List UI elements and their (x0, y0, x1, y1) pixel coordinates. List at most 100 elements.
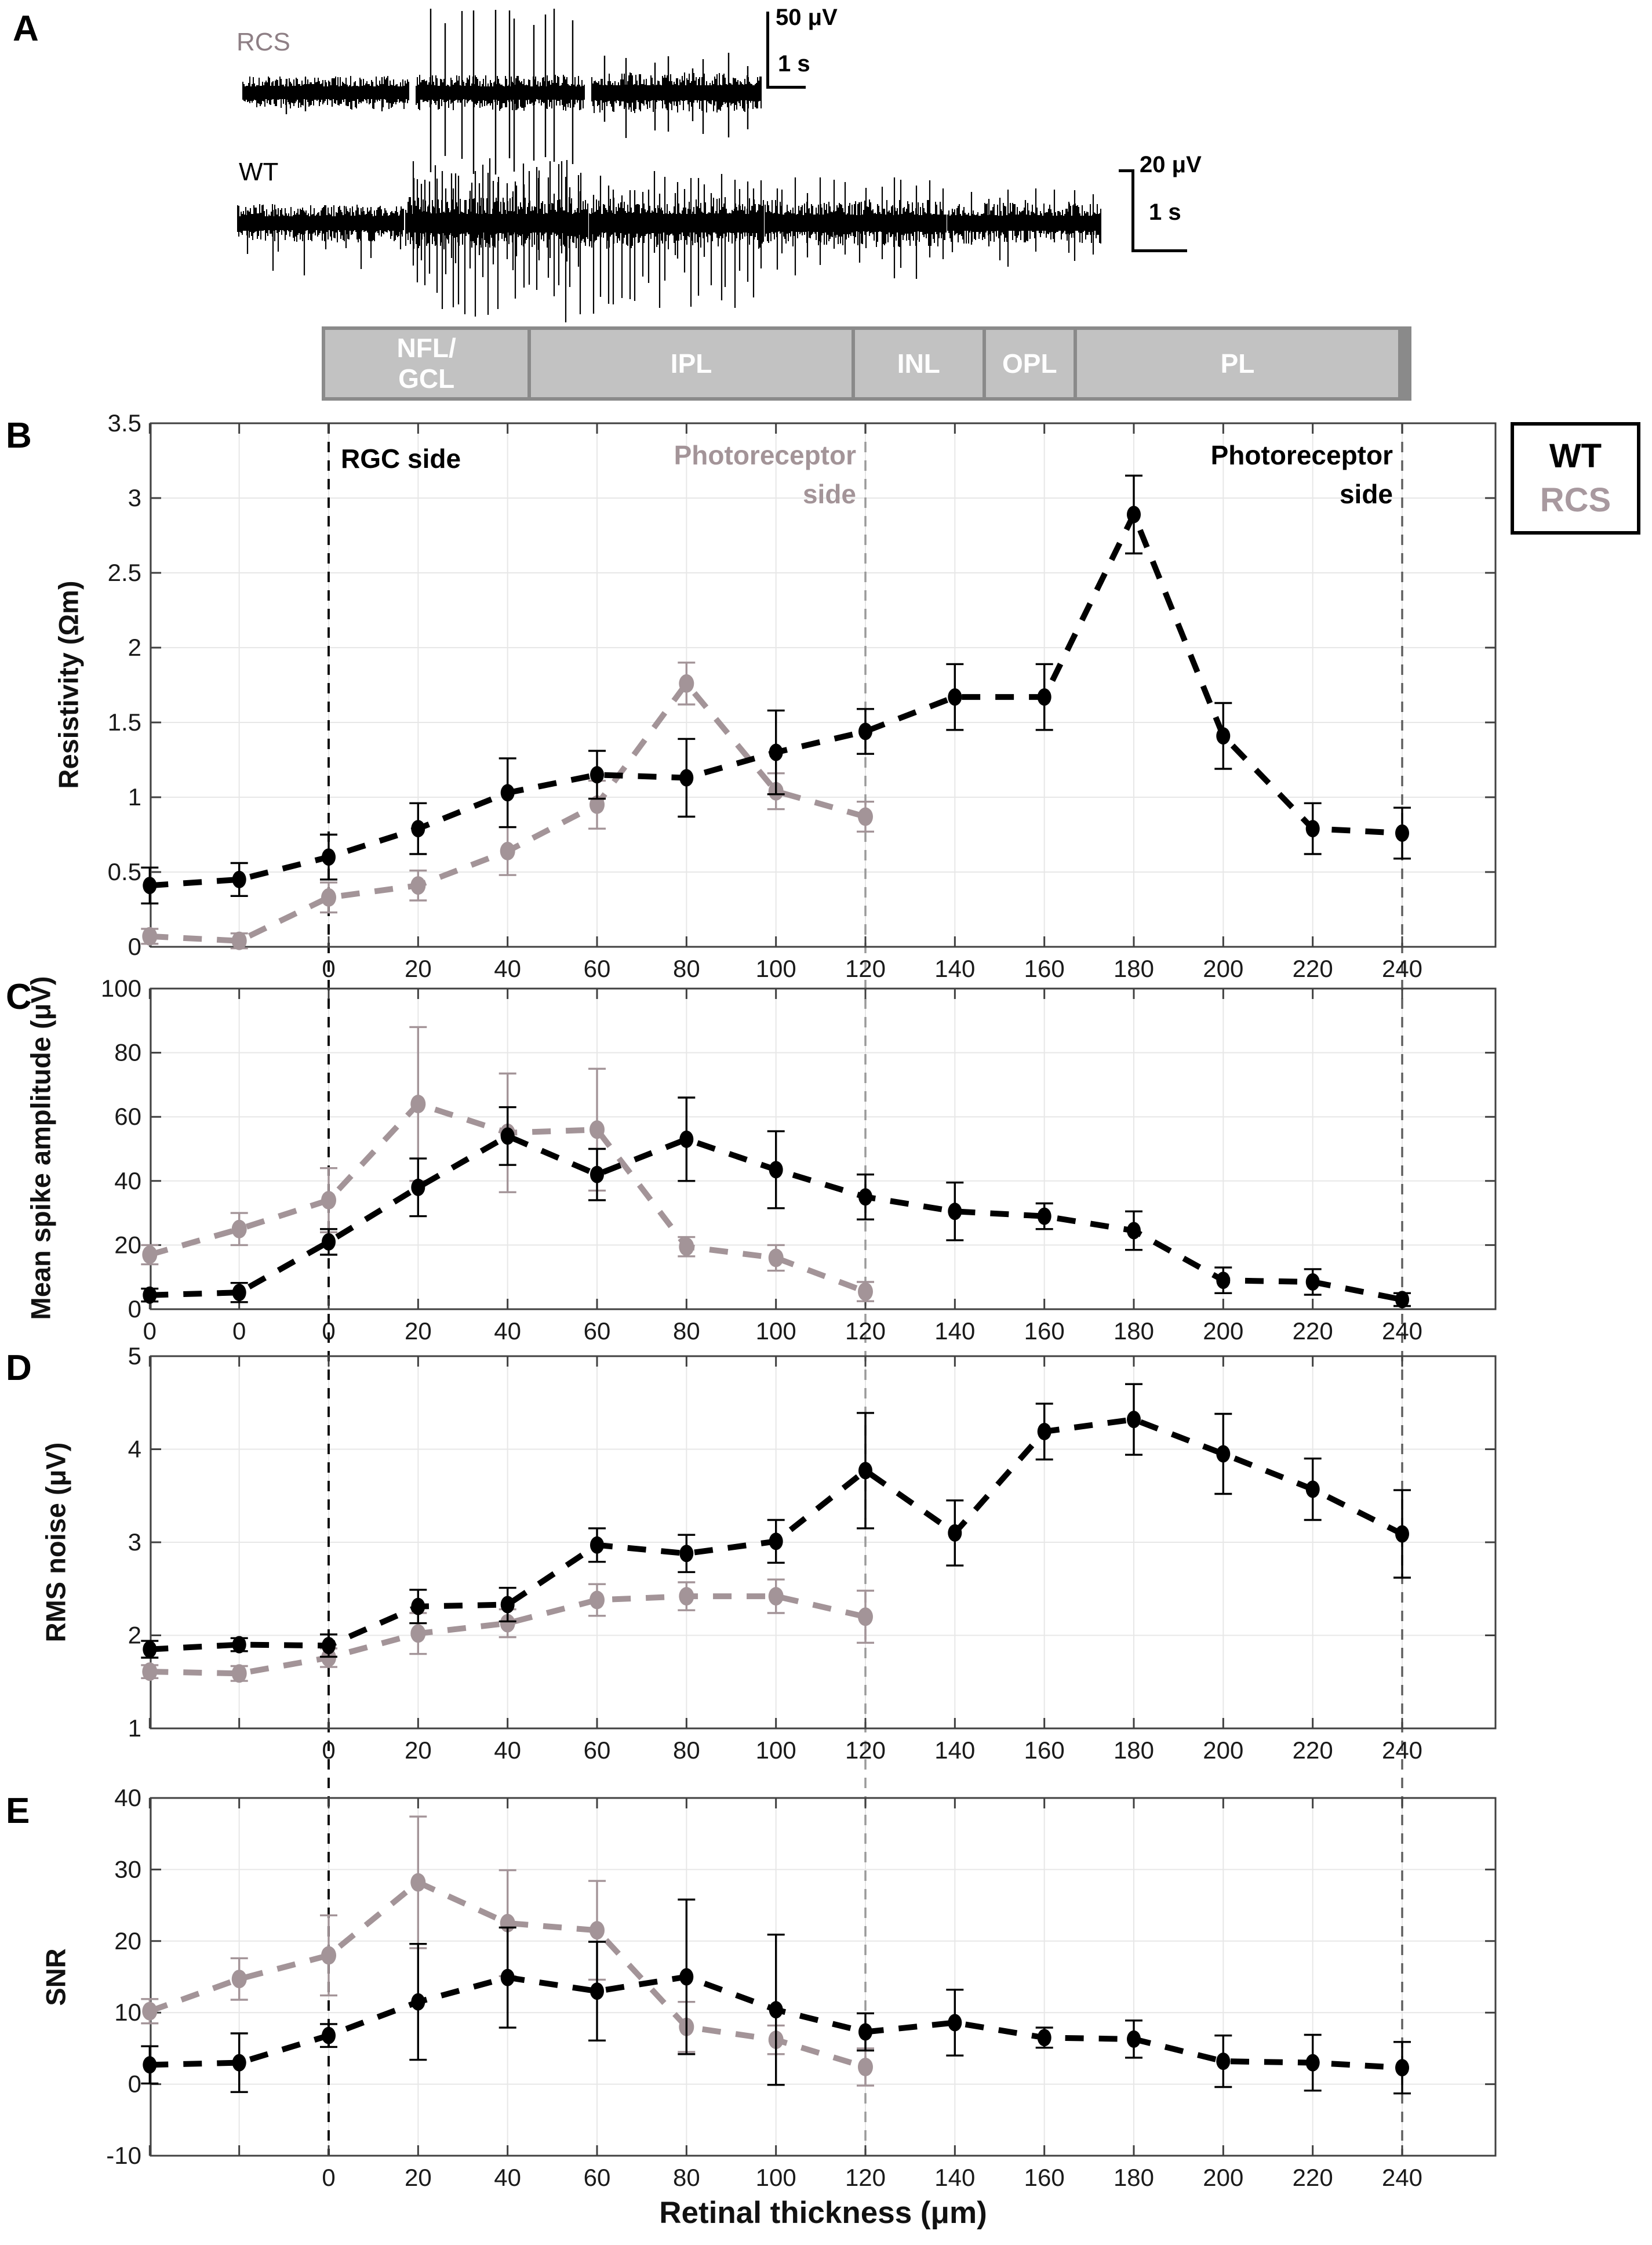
svg-text:80: 80 (673, 1317, 700, 1345)
wt-marker (1127, 2030, 1141, 2048)
wt-series-B (141, 474, 1411, 904)
wt-marker (1216, 1445, 1231, 1463)
svg-text:10: 10 (114, 1999, 141, 2026)
svg-text:1: 1 (128, 783, 141, 811)
wt-marker (1395, 2059, 1409, 2077)
layer-segment-opl: OPL (982, 330, 1074, 397)
layer-segment-ipl: IPL (527, 330, 852, 397)
svg-text:5: 5 (128, 1342, 141, 1369)
wt-marker (232, 1284, 246, 1302)
rcs-marker (590, 795, 605, 814)
rcs-marker (410, 1873, 426, 1892)
wt-marker (1216, 1272, 1231, 1289)
ylabel-mean-spike-amplitude: Mean spike amplitude (μV) (25, 976, 56, 1320)
ylabel-snr: SNR (40, 1948, 71, 2006)
svg-text:120: 120 (845, 955, 886, 982)
wt-marker (590, 1982, 604, 2000)
wt-marker (1037, 1423, 1051, 1440)
rcs-marker (410, 1095, 426, 1114)
svg-text:4: 4 (128, 1436, 141, 1463)
svg-text:60: 60 (584, 1317, 611, 1345)
wt-marker (1037, 1207, 1051, 1225)
svg-text:140: 140 (934, 2164, 975, 2191)
rcs-error-bars (141, 1026, 874, 1302)
layer-segment-label: GCL (398, 364, 455, 394)
annotation-photoreceptor-side-wt: Photoreceptor side (1210, 440, 1393, 509)
wt-marker (1305, 1273, 1320, 1291)
svg-text:180: 180 (1114, 1737, 1154, 1764)
panel-letter-e: E (6, 1791, 30, 1831)
wt-marker (679, 769, 694, 787)
panel-letter-b: B (6, 416, 32, 456)
rcs-scalebar-voltage: 50 μV (776, 5, 838, 30)
plot-bg-B (151, 423, 1495, 947)
rcs-marker (231, 931, 247, 950)
wt-marker (1305, 820, 1320, 838)
svg-text:2: 2 (128, 1622, 141, 1649)
wt-marker (1127, 1222, 1141, 1240)
wt-marker (1216, 727, 1231, 745)
svg-text:160: 160 (1024, 1737, 1065, 1764)
wt-series-D (141, 1383, 1411, 1659)
rcs-scalebar-foot (766, 86, 806, 89)
svg-text:140: 140 (934, 1317, 975, 1345)
wt-marker (679, 1968, 694, 1986)
rcs-marker (768, 1248, 784, 1267)
svg-text:60: 60 (584, 955, 611, 982)
svg-text:20: 20 (114, 1927, 141, 1955)
electrophysiology-traces (237, 9, 1101, 322)
rcs-marker (768, 1587, 784, 1606)
svg-text:160: 160 (1024, 2164, 1065, 2191)
svg-text:20: 20 (405, 2164, 432, 2191)
wt-scalebar-toptick (1119, 169, 1134, 172)
rcs-marker (590, 1921, 605, 1940)
layer-segment-label: NFL/ (396, 333, 456, 364)
wt-marker (948, 1203, 962, 1220)
rcs-marker (410, 876, 426, 895)
wt-marker (769, 743, 783, 761)
wt-marker (500, 1968, 515, 1986)
wt-marker (679, 1545, 694, 1563)
rcs-line (148, 1879, 867, 2070)
ylabel-rms-noise: RMS noise (μV) (40, 1442, 71, 1643)
rcs-marker (679, 674, 694, 693)
svg-text:0: 0 (143, 1317, 157, 1345)
svg-text:80: 80 (673, 955, 700, 982)
svg-text:0: 0 (322, 955, 335, 982)
wt-marker (858, 1188, 872, 1206)
wt-marker (500, 1127, 515, 1145)
svg-text:80: 80 (673, 2164, 700, 2191)
svg-text:220: 220 (1293, 2164, 1333, 2191)
svg-text:3.5: 3.5 (108, 409, 141, 437)
panel-letter-a: A (13, 9, 39, 49)
svg-text:0: 0 (232, 1317, 246, 1345)
wt-marker (1037, 2029, 1051, 2047)
svg-text:240: 240 (1382, 955, 1422, 982)
wt-marker (1216, 2053, 1231, 2070)
svg-text:40: 40 (494, 1317, 521, 1345)
svg-text:80: 80 (673, 1737, 700, 1764)
svg-text:40: 40 (114, 1167, 141, 1194)
svg-text:-10: -10 (106, 2142, 141, 2169)
svg-text:40: 40 (494, 2164, 521, 2191)
wt-marker (1305, 1480, 1320, 1498)
wt-marker (232, 2054, 246, 2072)
wt-marker (769, 1161, 783, 1179)
wt-marker (411, 1597, 425, 1615)
svg-text:240: 240 (1382, 1317, 1422, 1345)
layer-segment-inl: INL (851, 330, 983, 397)
svg-text:0: 0 (128, 933, 141, 960)
svg-text:100: 100 (101, 975, 141, 1002)
rcs-marker (321, 888, 336, 907)
rcs-marker (142, 2001, 158, 2021)
rcs-series-D (141, 1578, 874, 1683)
wt-marker (143, 1640, 157, 1658)
svg-text:60: 60 (584, 1737, 611, 1764)
ticklabel-layer: 00.511.522.533.50 20 40 60 80 100 120 140 160 180… (101, 409, 1422, 2191)
svg-text:0: 0 (322, 1317, 335, 1345)
wt-series-C (141, 1096, 1411, 1309)
wt-marker (322, 848, 336, 866)
wt-series-E (141, 1898, 1411, 2095)
